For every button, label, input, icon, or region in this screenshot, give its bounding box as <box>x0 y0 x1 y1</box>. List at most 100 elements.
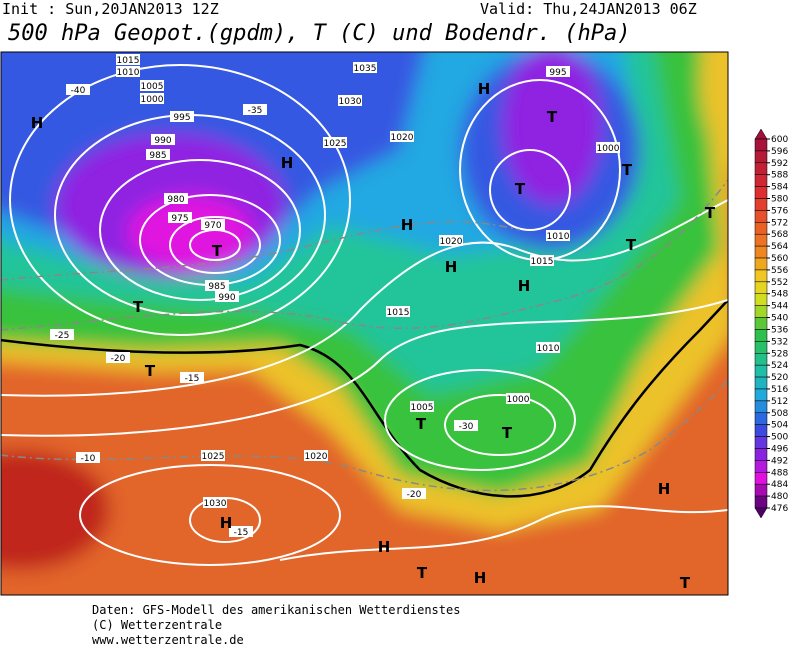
contour-label: 1035 <box>354 64 377 74</box>
label-box <box>338 95 362 106</box>
contour-label: 980 <box>167 195 184 205</box>
legend-label: 532 <box>771 337 788 347</box>
legend-cell <box>754 341 768 354</box>
pressure-center: T <box>212 242 223 260</box>
legend-cell <box>754 186 768 199</box>
contour-label: -35 <box>248 106 263 116</box>
label-box <box>164 193 188 204</box>
pressure-center: T <box>145 362 156 380</box>
contour-552 <box>1 299 728 498</box>
title: 500 hPa Geopot.(gpdm), T (C) und Bodendr… <box>8 21 631 46</box>
contour-label: -20 <box>111 354 126 364</box>
legend-arrow <box>754 128 768 140</box>
contour-label: 1015 <box>117 56 140 66</box>
label-box <box>353 62 377 73</box>
label-box <box>66 84 90 95</box>
contour-label: 995 <box>549 68 566 78</box>
legend-label: 488 <box>771 468 788 478</box>
legend-cell <box>754 364 768 378</box>
legend-cell <box>754 424 768 437</box>
pressure-center: T <box>133 298 144 316</box>
map-labels: 1015101010051000995990985980975970985990… <box>31 54 741 592</box>
legend-label: 516 <box>771 385 788 395</box>
label-box <box>116 66 140 77</box>
contour-label: 975 <box>171 214 188 224</box>
contour-label: 970 <box>204 221 221 231</box>
contour-label: 1005 <box>411 403 434 413</box>
label-box <box>304 450 328 461</box>
legend-label: 576 <box>771 206 788 216</box>
contour-label: -25 <box>55 331 70 341</box>
legend-cell <box>754 281 768 294</box>
legend-cell <box>754 174 768 187</box>
legend-cell <box>754 257 768 271</box>
label-box <box>146 149 170 160</box>
contour-label: -15 <box>234 528 249 538</box>
label-box <box>215 291 239 302</box>
contour-label: 1000 <box>597 144 620 154</box>
legend-cell <box>754 293 768 306</box>
map: 1015101010051000995990985980975970985990… <box>1 52 741 595</box>
legend-label: 544 <box>771 302 788 312</box>
pressure-center: T <box>622 161 633 179</box>
label-box <box>546 66 570 77</box>
label-box <box>439 235 463 246</box>
legend-label: 504 <box>771 421 788 431</box>
label-box <box>116 54 140 65</box>
legend-cell <box>754 388 768 402</box>
footer-line: www.wetterzentrale.de <box>92 633 244 647</box>
pressure-center: H <box>474 569 487 587</box>
label-box <box>205 280 229 291</box>
legend-cell <box>754 317 768 330</box>
legend-label: 508 <box>771 409 788 419</box>
label-box <box>140 80 164 91</box>
label-box <box>168 212 192 223</box>
legend-label: 524 <box>771 361 788 371</box>
footer-line: (C) Wetterzentrale <box>92 618 222 632</box>
label-box <box>201 219 225 230</box>
pressure-center: H <box>478 80 491 98</box>
legend-label: 512 <box>771 397 788 407</box>
legend-arrow <box>754 507 768 519</box>
contour-label: 1025 <box>324 139 347 149</box>
label-box <box>170 111 194 122</box>
legend-cell <box>754 472 768 485</box>
legend-label: 496 <box>771 444 788 454</box>
contour-label: 1000 <box>507 395 530 405</box>
legend-cell <box>754 436 768 449</box>
legend-label: 500 <box>771 433 788 443</box>
pressure-center: T <box>515 180 526 198</box>
contour-label: 1030 <box>339 97 362 107</box>
pressure-center: T <box>502 424 513 442</box>
legend-label: 484 <box>771 480 788 490</box>
label-box <box>390 131 414 142</box>
contour-label: 1015 <box>387 308 410 318</box>
legend-cell <box>754 222 768 235</box>
contour-label: -15 <box>185 374 200 384</box>
legend-cell <box>754 412 768 425</box>
legend-cell <box>754 150 768 164</box>
pressure-center: H <box>401 216 414 234</box>
legend-label: 520 <box>771 373 788 383</box>
label-box <box>50 329 74 340</box>
contour-label: 1005 <box>141 82 164 92</box>
contour-label: 1030 <box>204 499 227 509</box>
pressure-center: H <box>728 544 741 562</box>
label-box <box>546 230 570 241</box>
label-box <box>536 342 560 353</box>
legend-label: 600 <box>771 135 788 145</box>
legend-cell <box>754 233 768 247</box>
contour-label: -20 <box>407 490 422 500</box>
legend-label: 592 <box>771 159 788 169</box>
label-box <box>323 137 347 148</box>
legend-label: 552 <box>771 278 788 288</box>
legend-label: 580 <box>771 195 788 205</box>
label-box <box>506 393 530 404</box>
isotherms <box>1 179 728 492</box>
label-box <box>243 104 267 115</box>
pressure-center: T <box>417 564 428 582</box>
contour-label: 990 <box>218 293 235 303</box>
legend-label: 568 <box>771 230 788 240</box>
